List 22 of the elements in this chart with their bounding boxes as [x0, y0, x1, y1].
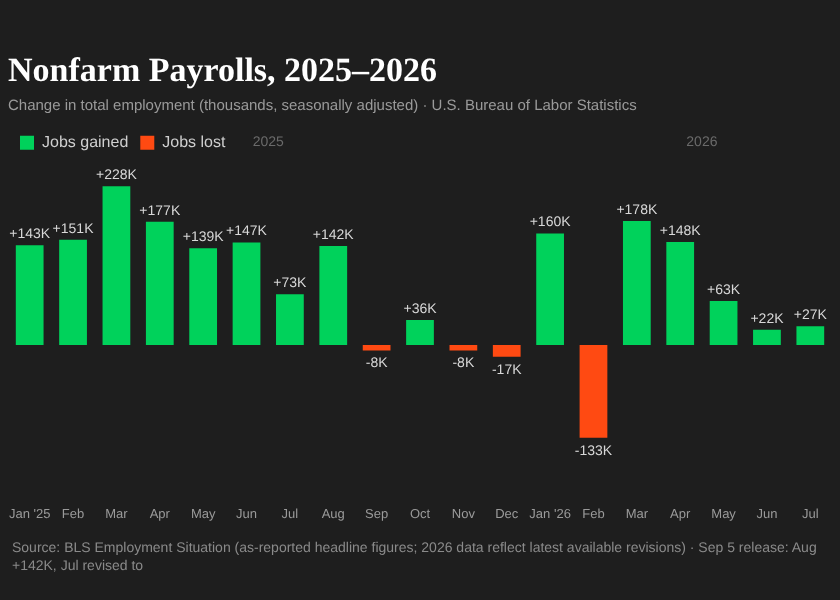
bar: [796, 326, 825, 346]
chart-title: Nonfarm Payrolls, 2025–2026: [8, 51, 438, 90]
bar: [622, 220, 651, 346]
bar: [666, 241, 695, 346]
bar: [406, 319, 434, 346]
legend-label: Jobs lost: [162, 133, 227, 152]
bar: [189, 248, 218, 346]
bar: [536, 233, 564, 346]
bar: [319, 246, 348, 346]
bar: [709, 301, 738, 346]
bar: [145, 221, 174, 346]
bar: [276, 294, 304, 346]
bar: [232, 242, 261, 346]
bar: [15, 245, 44, 346]
bar: [102, 186, 131, 346]
legend-label: Jobs gained: [42, 133, 129, 152]
bar: [449, 345, 478, 351]
bar: [579, 345, 608, 438]
bar: [753, 329, 781, 346]
bar: [492, 345, 521, 357]
bar: [362, 345, 391, 351]
bar: [59, 239, 87, 346]
